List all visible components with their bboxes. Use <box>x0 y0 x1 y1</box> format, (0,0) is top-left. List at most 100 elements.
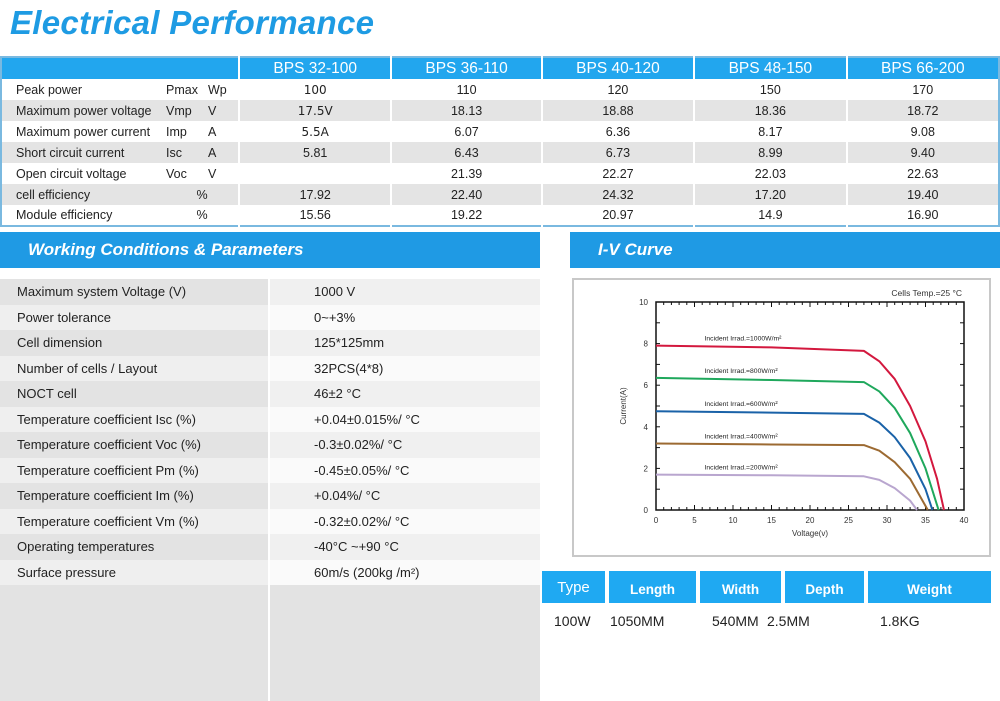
param-unit: % <box>166 184 239 205</box>
param-unit: Wp <box>208 82 227 97</box>
param-value: 1000 V <box>270 279 540 305</box>
param-value: 24.32 <box>540 184 695 205</box>
param-label: Maximum system Voltage (V) <box>0 279 268 305</box>
param-value: 14.9 <box>693 205 847 226</box>
series-label: Incident Irrad.=200W/m² <box>705 465 779 472</box>
param-label: Temperature coefficient Im (%) <box>0 483 268 509</box>
param-label: Peak power <box>16 82 83 97</box>
param-label: Surface pressure <box>0 559 268 585</box>
x-axis-label: Voltage(v) <box>792 529 828 538</box>
table-row: cell efficiency% 17.92 22.40 24.32 17.20 19.4… <box>1 184 999 205</box>
table-row: Short circuit current Isc A 5.81 6.43 6.73 8.9… <box>1 142 999 163</box>
dim-header-length: Length <box>609 571 696 603</box>
param-label: Maximum power current <box>16 124 151 139</box>
plot-frame <box>655 301 965 511</box>
dim-header-type: Type <box>542 571 605 603</box>
param-value: 19.40 <box>845 184 999 205</box>
table-row: Open circuit voltage Voc V 21.39 22.27 22.03 2… <box>1 163 999 184</box>
header-blank <box>1 57 239 79</box>
param-label: Temperature coefficient Vm (%) <box>0 508 268 534</box>
param-row: Cell dimension 125*125mm <box>0 330 540 356</box>
param-symbol: Isc <box>166 142 208 163</box>
param-value: 20.97 <box>540 205 695 226</box>
series-line-3 <box>655 442 929 511</box>
y-axis-label: Current(A) <box>619 387 628 425</box>
working-conditions-heading: Working Conditions & Parameters <box>0 232 540 268</box>
param-value: -40°C ~+90 °C <box>270 534 540 560</box>
y-tick-label: 6 <box>644 381 649 390</box>
param-row: Maximum system Voltage (V) 1000 V <box>0 279 540 305</box>
model-header: BPS 48-150 <box>693 57 847 79</box>
param-row: Temperature coefficient Voc (%) -0.3±0.02… <box>0 432 540 458</box>
param-label: Module efficiency <box>16 208 113 222</box>
param-value <box>237 163 392 184</box>
param-label: cell efficiency <box>1 184 166 205</box>
dim-value: 1050MM <box>610 613 665 629</box>
param-value: -0.32±0.02%/ °C <box>270 508 540 534</box>
model-header: BPS 32-100 <box>237 57 392 79</box>
iv-curve-chart: 0 5 10 15 20 25 30 35 40 0 2 4 6 8 10 Voltage(v) Current… <box>572 278 991 557</box>
param-value: 22.27 <box>540 163 695 184</box>
param-value: 6.36 <box>540 121 695 142</box>
param-label: Short circuit current <box>1 142 166 163</box>
param-value: -0.45±0.05%/ °C <box>270 457 540 483</box>
x-tick-label: 35 <box>921 516 930 525</box>
param-symbol: Pmax <box>166 82 198 97</box>
param-value: +0.04±0.015%/ °C <box>270 406 540 432</box>
param-value: 6.73 <box>540 142 695 163</box>
series-line-2 <box>655 410 934 511</box>
series-label: Incident Irrad.=600W/m² <box>705 401 779 408</box>
param-value: 6.07 <box>390 121 542 142</box>
param-value: 46±2 °C <box>270 381 540 407</box>
param-row: Temperature coefficient Vm (%) -0.32±0.02… <box>0 508 540 534</box>
dim-value: 1.8KG <box>880 613 920 629</box>
param-value: 18.36 <box>693 100 847 121</box>
param-label: Power tolerance <box>0 304 268 330</box>
param-value: 9.08 <box>845 121 999 142</box>
param-label: Temperature coefficient Pm (%) <box>0 457 268 483</box>
param-value: 17.5V <box>237 100 392 121</box>
param-value: 8.17 <box>693 121 847 142</box>
y-tick-label: 2 <box>644 464 649 473</box>
param-row: Temperature coefficient Isc (%) +0.04±0.0… <box>0 406 540 432</box>
param-value: 19.22 <box>390 205 542 226</box>
dim-header-weight: Weight <box>868 571 991 603</box>
series-label: Incident Irrad.=400W/m² <box>705 433 779 440</box>
param-unit: A <box>208 142 239 163</box>
page-title: Electrical Performance <box>10 4 375 41</box>
param-unit: A <box>208 124 217 139</box>
param-value: 17.20 <box>693 184 847 205</box>
chart-title: Cells Temp.=25 °C <box>891 288 962 298</box>
x-tick-label: 10 <box>729 516 738 525</box>
iv-curve-heading: I-V Curve <box>570 232 1000 268</box>
param-value: 5.5A <box>237 121 392 142</box>
series-label: Incident Irrad.=1000W/m² <box>705 336 783 343</box>
param-value: 18.72 <box>845 100 999 121</box>
param-label: NOCT cell <box>0 381 268 407</box>
param-label: Temperature coefficient Isc (%) <box>0 406 268 432</box>
param-value: 9.40 <box>845 142 999 163</box>
y-tick-label: 0 <box>644 506 649 515</box>
param-unit: V <box>208 166 217 181</box>
series-line-0 <box>655 344 945 511</box>
table-row: Peak power Pmax Wp 100 110 120 150 170 <box>1 79 999 100</box>
param-row: Temperature coefficient Pm (%) -0.45±0.05… <box>0 457 540 483</box>
param-value: +0.04%/ °C <box>270 483 540 509</box>
dim-value: 2.5MM <box>767 613 810 629</box>
dim-value: 100W <box>554 613 591 629</box>
param-row: Number of cells / Layout 32PCS(4*8) <box>0 355 540 381</box>
param-value: 5.81 <box>237 142 392 163</box>
x-tick-label: 5 <box>692 516 697 525</box>
param-label: Operating temperatures <box>0 534 268 560</box>
param-symbol: Vmp <box>166 100 208 121</box>
x-tick-label: 40 <box>960 516 969 525</box>
param-value: 22.03 <box>693 163 847 184</box>
series-label: Incident Irrad.=800W/m² <box>705 368 779 375</box>
dim-value: 540MM <box>712 613 759 629</box>
params-table-filler <box>0 585 540 701</box>
dim-header-depth: Depth <box>785 571 864 603</box>
model-header: BPS 36-110 <box>390 57 542 79</box>
param-value: 170 <box>845 79 999 100</box>
param-value: 100 <box>237 79 392 100</box>
header-row: BPS 32-100 BPS 36-110 BPS 40-120 BPS 48-150… <box>1 57 999 79</box>
